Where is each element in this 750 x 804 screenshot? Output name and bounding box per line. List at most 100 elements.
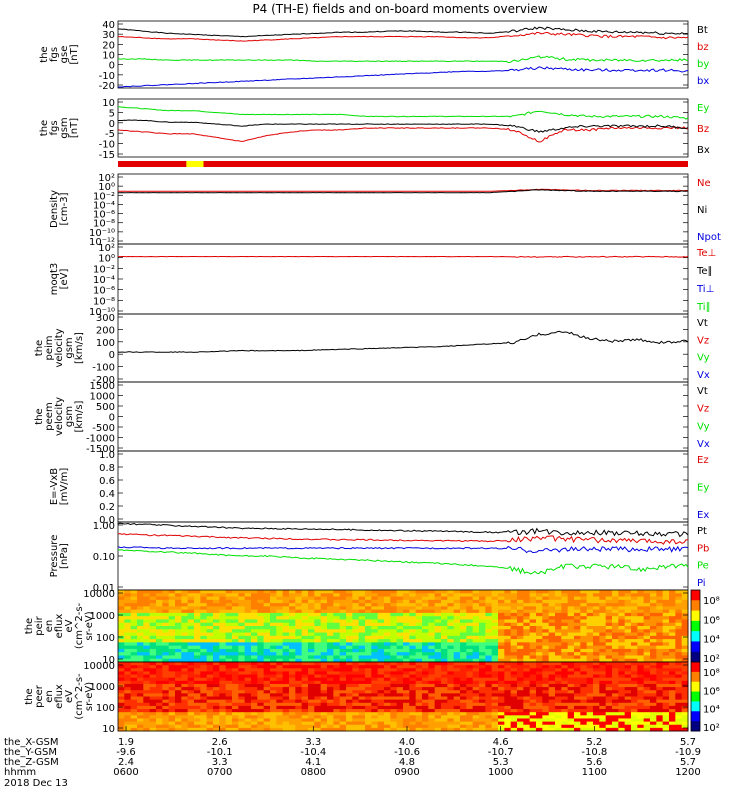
heatmap-cell [485, 596, 493, 601]
heatmap-cell [396, 665, 404, 669]
heatmap-cell [460, 705, 467, 710]
heatmap-cell [618, 639, 626, 643]
heatmap-cell [669, 629, 676, 634]
heatmap-cell [175, 696, 182, 701]
heatmap-cell [365, 683, 372, 688]
heatmap-cell [371, 652, 379, 656]
y-tick-label: 1000 [90, 682, 115, 693]
heatmap-cell [390, 648, 398, 653]
heatmap-cell [365, 668, 372, 672]
heatmap-cell [156, 655, 163, 660]
heatmap-cell [143, 603, 151, 607]
heatmap-cell [466, 622, 474, 627]
heatmap-cell [143, 626, 151, 630]
heatmap-cell [498, 645, 505, 650]
heatmap-cell [263, 683, 271, 688]
heatmap-cell [289, 674, 296, 679]
heatmap-cell [149, 639, 157, 643]
heatmap-cell [555, 683, 562, 688]
heatmap-cell [377, 596, 385, 601]
heatmap-cell [206, 687, 214, 691]
heatmap-cell [662, 590, 670, 594]
heatmap-cell [162, 629, 170, 634]
heatmap-cell [428, 712, 436, 716]
heatmap-cell [656, 712, 664, 716]
heatmap-cell [377, 619, 385, 624]
heatmap-cell [206, 662, 214, 666]
heatmap-cell [643, 609, 651, 614]
heatmap-cell [219, 626, 227, 630]
heatmap-cell [257, 687, 265, 691]
heatmap-cell [669, 687, 676, 691]
heatmap-cell [656, 702, 664, 707]
heatmap-cell [238, 596, 246, 601]
heatmap-cell [650, 665, 657, 669]
heatmap-cell [238, 665, 246, 669]
heatmap-cell [637, 626, 645, 630]
heatmap-cell [574, 702, 581, 707]
x-tick-label: 4.1 [305, 757, 321, 768]
colorbar-segment [691, 651, 700, 663]
heatmap-cell [415, 690, 423, 694]
heatmap-cell [168, 662, 176, 666]
heatmap-cell [225, 603, 233, 607]
heatmap-cell [491, 599, 499, 604]
heatmap-cell [624, 705, 632, 710]
heatmap-cell [339, 702, 347, 707]
heatmap-cell [213, 596, 220, 601]
heatmap-cell [289, 635, 296, 640]
heatmap-cell [548, 683, 556, 688]
heatmap-cell [295, 702, 303, 707]
heatmap-cell [371, 687, 379, 691]
heatmap-cell [156, 687, 163, 691]
heatmap-cell [593, 687, 600, 691]
heatmap-cell [656, 668, 664, 672]
heatmap-cell [466, 616, 474, 620]
heatmap-cell [586, 645, 594, 650]
heatmap-cell [605, 642, 613, 647]
heatmap-cell [517, 593, 524, 598]
heatmap-cell [327, 655, 334, 660]
heatmap-cell [339, 606, 347, 611]
heatmap-cell [529, 612, 537, 617]
y-axis-label: gsm [59, 117, 70, 138]
heatmap-cell [308, 702, 315, 707]
heatmap-cell [624, 696, 632, 701]
heatmap-cell [403, 658, 410, 663]
heatmap-cell [586, 705, 594, 710]
heatmap-cell [409, 693, 417, 697]
heatmap-cell [618, 619, 626, 624]
heatmap-cell [637, 629, 645, 634]
heatmap-cell [612, 724, 619, 729]
heatmap-cell [333, 642, 341, 647]
heatmap-cell [156, 626, 163, 630]
heatmap-cell [523, 593, 531, 598]
y-tick-label: -20 [99, 81, 115, 92]
heatmap-cell [656, 709, 664, 713]
heatmap-cell [219, 606, 227, 611]
heatmap-cell [643, 671, 651, 676]
heatmap-cell [219, 724, 227, 729]
heatmap-cell [529, 632, 537, 637]
heatmap-cell [434, 696, 442, 701]
heatmap-cell [143, 609, 151, 614]
heatmap-cell [491, 658, 499, 663]
heatmap-cell [225, 648, 233, 653]
heatmap-cell [593, 665, 600, 669]
heatmap-cell [510, 603, 518, 607]
heatmap-cell [656, 724, 664, 729]
heatmap-cell [251, 677, 258, 682]
heatmap-cell [428, 648, 436, 653]
heatmap-cell [681, 709, 689, 713]
heatmap-cell [301, 721, 309, 726]
heatmap-cell [491, 715, 499, 719]
heatmap-cell [434, 626, 442, 630]
heatmap-cell [415, 718, 423, 723]
heatmap-cell [409, 687, 417, 691]
y-tick-label: 10⁻⁴ [93, 200, 115, 211]
heatmap-cell [504, 593, 512, 598]
heatmap-cell [257, 648, 265, 653]
heatmap-cell [574, 693, 581, 697]
heatmap-cell [396, 655, 404, 660]
heatmap-cell [118, 606, 125, 611]
